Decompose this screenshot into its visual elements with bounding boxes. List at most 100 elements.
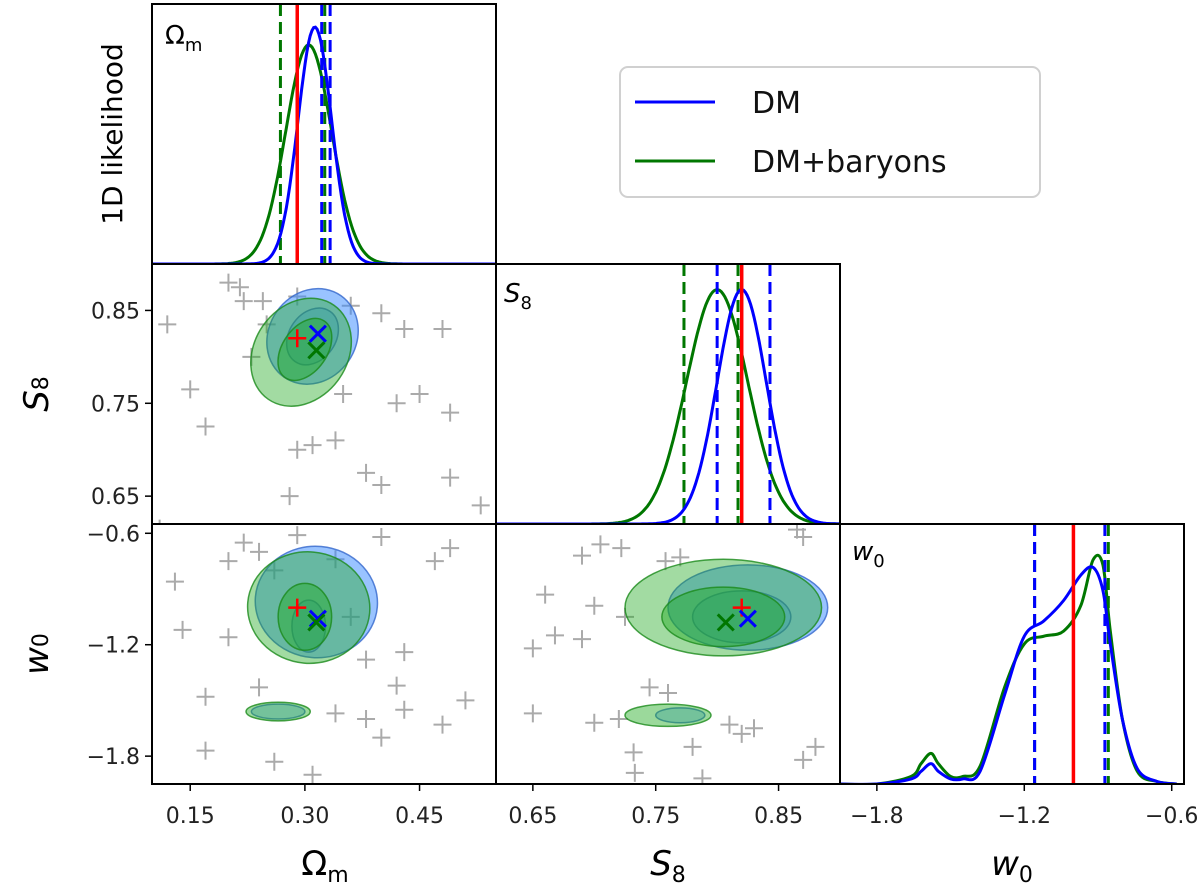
x-axis-label-s8: S8 (650, 844, 686, 888)
fiducial-point (523, 704, 542, 723)
fiducial-point (433, 320, 452, 338)
fiducial-point (372, 476, 391, 494)
fiducial-point (625, 763, 644, 782)
fiducial-point (395, 700, 414, 719)
x-tick-label-S8-1: 0.75 (631, 804, 680, 829)
contour-dm-baryons-0 (246, 551, 371, 665)
fiducial-point (326, 431, 345, 450)
fiducial-point (387, 676, 406, 695)
fiducial-point (303, 765, 322, 784)
fiducial-point (372, 728, 391, 747)
fiducial-point (395, 643, 414, 662)
fiducial-point (357, 710, 376, 728)
contour-panel-Om_w0 (165, 526, 475, 784)
contour-dm-baryons-2 (624, 703, 712, 728)
fiducial-point (288, 440, 307, 459)
contour-dm-baryons-0 (624, 558, 823, 657)
contour-dm-baryons-1 (661, 586, 786, 648)
fiducial-point (523, 639, 542, 658)
x-axis-label-w0: w0 (991, 844, 1033, 888)
panel-title-s8: S8 (504, 279, 532, 314)
fiducial-point (425, 552, 444, 571)
panel-title-om: Ωm (165, 21, 202, 56)
fiducial-point (196, 687, 215, 706)
fiducial-point (181, 380, 200, 399)
fiducial-point (387, 394, 406, 413)
1d-curve-S8-dm (496, 288, 840, 524)
best-fit-dm (738, 609, 757, 628)
fiducial-point (656, 552, 675, 571)
fiducial-point (158, 519, 161, 524)
fiducial-point (591, 535, 610, 554)
best-fit-dm-baryons (716, 613, 735, 632)
legend-label-dm-baryons: DM+baryons (752, 145, 947, 180)
fiducial-point (230, 278, 249, 297)
fiducial-point (334, 385, 353, 403)
contour-dm-2 (654, 707, 706, 724)
x-tick-label-w0-2: −0.6 (1145, 804, 1198, 829)
fiducial-point (732, 724, 751, 743)
panels-layer (145, 3, 1185, 791)
fiducial-point (720, 715, 739, 734)
fiducial-point (573, 546, 591, 565)
contour-dm-1 (691, 590, 792, 644)
y-tick-label-w0-0: −1.8 (87, 745, 140, 770)
fiducial-point (372, 528, 391, 546)
fiducial-point (165, 572, 184, 591)
x-tick-label-Om-2: 0.45 (395, 804, 444, 829)
1d-curve-w0-dm-baryons (840, 553, 1177, 784)
fiducial-point (219, 552, 238, 571)
x-tick-label-Om-1: 0.30 (280, 804, 329, 829)
fiducial-point (456, 691, 475, 710)
1d-curve-S8-dm-baryons (496, 288, 840, 524)
panel-frame-2-2 (839, 523, 1185, 785)
y-axis-label-w0: w0 (17, 633, 57, 675)
best-fit-dm-baryons (307, 613, 326, 632)
fiducial-point (536, 585, 555, 604)
fiducial-point (234, 533, 253, 552)
fiducial-point (806, 737, 825, 756)
fiducial-point (303, 436, 322, 455)
x-tick-label-S8-0: 0.65 (508, 804, 557, 829)
fiducial-point (288, 526, 307, 545)
1d-curve-Om-dm-baryons (152, 43, 496, 264)
legend: DM DM+baryons (619, 66, 1041, 198)
fiducial-point (250, 542, 269, 561)
contour-panel-Om_S8 (158, 273, 490, 524)
fiducial-point (441, 403, 460, 422)
fiducial-point (794, 528, 813, 546)
y-tick-label-S8-1: 0.75 (91, 392, 140, 417)
diag-panel-w0 (840, 524, 1177, 784)
x-tick-label-w0-1: −1.2 (998, 804, 1051, 829)
y-tick-label-w0-1: −1.2 (87, 634, 140, 659)
x-tick-label-S8-2: 0.85 (754, 804, 803, 829)
fiducial-point (624, 743, 643, 762)
fiducial-point (745, 719, 763, 738)
fiducial-point (410, 385, 429, 403)
diag-panel-Om (152, 4, 496, 264)
fiducial-point (253, 292, 272, 311)
1d-curve-Om-dm (152, 25, 496, 264)
fiducial-point (545, 626, 564, 645)
x-axis-label-om: Ωm (301, 844, 348, 888)
best-fit-dm (308, 324, 327, 343)
y-axis-label-s8: S8 (17, 376, 57, 412)
fiducial-point (357, 650, 376, 669)
fiducial-point (683, 737, 702, 756)
fiducial-point (433, 715, 452, 734)
contour-dm-baryons-0 (250, 297, 353, 407)
fiducial-point (196, 741, 215, 760)
fiducial-point (219, 273, 238, 292)
fiducial-point (659, 684, 677, 702)
fiducial-point (196, 417, 215, 436)
fiducial-point (265, 752, 284, 771)
fiducial-point (173, 620, 192, 639)
fiducial-point (250, 678, 269, 697)
x-tick-label-w0-0: −1.8 (850, 804, 903, 829)
fiducial-point (234, 292, 253, 311)
x-tick-label-Om-0: 0.15 (166, 804, 215, 829)
legend-label-dm: DM (752, 86, 801, 121)
labels-layer: 0.15 0.30 0.45 0.65 0.75 0.85 −1.8 −1.2 −0.6 0.65… (17, 21, 1198, 888)
fiducial-point (395, 320, 414, 338)
